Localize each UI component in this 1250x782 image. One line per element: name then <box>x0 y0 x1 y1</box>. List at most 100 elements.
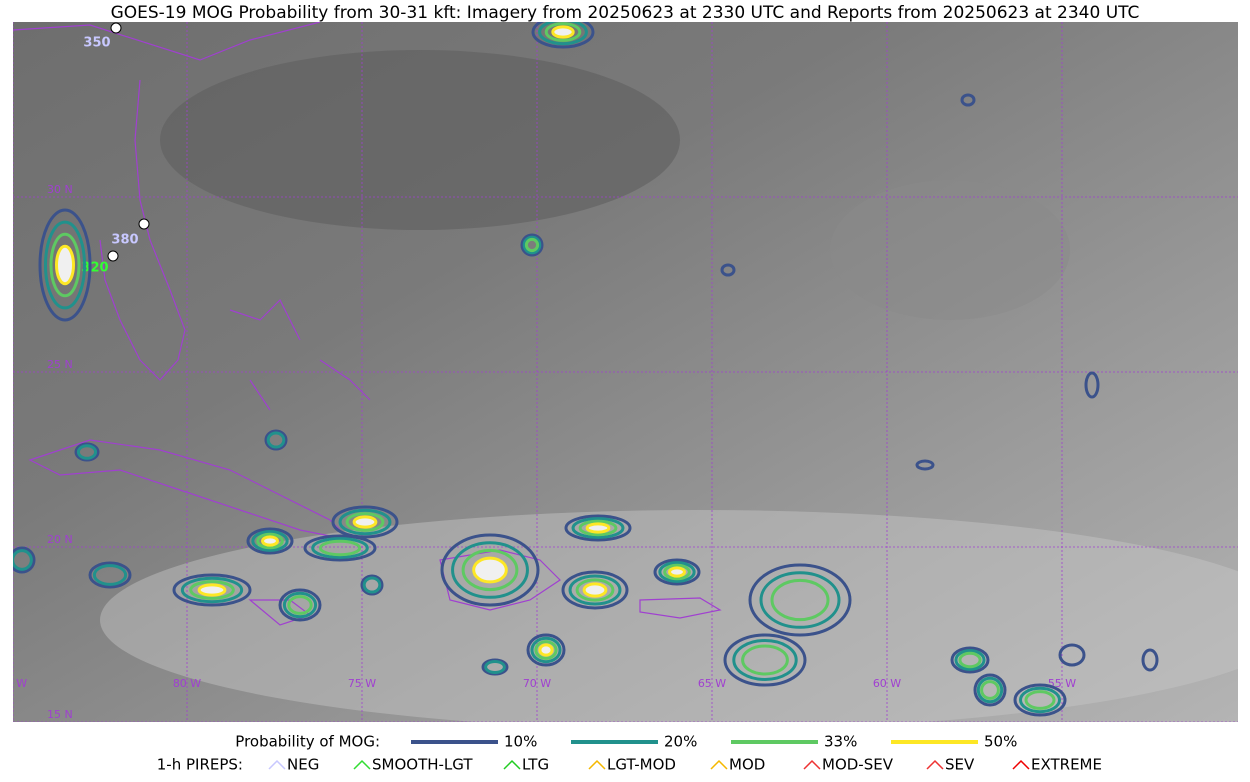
contour <box>13 549 33 571</box>
pirep-label: 350 <box>83 36 110 51</box>
contour <box>759 571 841 629</box>
contour <box>360 574 384 596</box>
pirep-legend-label: MOD <box>729 756 765 774</box>
contour <box>526 633 566 667</box>
contour <box>770 578 830 622</box>
contour <box>246 527 294 555</box>
lat-label: 25 N <box>47 358 73 371</box>
contour <box>520 233 544 257</box>
contour <box>568 574 622 606</box>
lon-label: 65 W <box>698 677 726 690</box>
legend-label: 50% <box>984 733 1017 751</box>
contour <box>472 556 508 584</box>
contour <box>980 680 1000 700</box>
map: 30 N 25 N 20 N 15 N 85 W 80 W 75 W 70 W 65 W 60 W… <box>0 22 1238 722</box>
pirep-legend-label: NEG <box>287 756 319 774</box>
lon-label: 85 W <box>0 677 27 690</box>
contour <box>578 519 618 537</box>
cloud-swirl <box>830 180 1070 320</box>
contour <box>1058 643 1086 667</box>
contour <box>976 676 1004 704</box>
contour <box>440 533 540 607</box>
contour <box>261 535 279 547</box>
contour <box>352 515 378 529</box>
lon-label: 60 W <box>873 677 901 690</box>
contour <box>958 651 982 669</box>
contour <box>575 578 615 602</box>
contour <box>318 539 362 557</box>
contour <box>668 566 686 578</box>
contour <box>915 459 935 471</box>
contour <box>55 244 75 286</box>
pirep-legend-icon <box>1012 759 1030 770</box>
contour <box>251 530 289 552</box>
contour <box>1013 683 1067 717</box>
pirep-legend-label: SEV <box>945 756 975 774</box>
pirep-label: 320 <box>81 261 108 276</box>
contour <box>538 22 588 46</box>
contour <box>741 644 789 676</box>
contour <box>531 22 595 49</box>
contour <box>653 558 701 586</box>
contour <box>524 237 540 253</box>
lat-label: 15 N <box>47 708 73 721</box>
contour <box>973 673 1007 707</box>
contour <box>561 570 629 610</box>
contour <box>282 591 318 619</box>
contour <box>1141 648 1159 672</box>
contour <box>180 576 244 604</box>
contour <box>92 564 128 586</box>
contour <box>49 232 81 298</box>
contour <box>954 649 986 671</box>
contour <box>74 442 100 462</box>
contour <box>13 546 36 574</box>
pirep-legend-label: EXTREME <box>1031 756 1102 774</box>
contour <box>172 573 252 607</box>
coastline <box>13 22 321 381</box>
contour <box>481 658 509 676</box>
pirep-legend-label: LGT-MOD <box>607 756 676 774</box>
contour <box>658 561 696 583</box>
contour <box>530 636 562 664</box>
lat-label: 30 N <box>47 183 73 196</box>
contour <box>732 639 798 681</box>
contour <box>564 514 632 542</box>
pirep-legend-label: LTG <box>522 756 549 774</box>
contour <box>38 208 92 322</box>
contour <box>663 563 691 581</box>
contour <box>950 646 990 674</box>
contour <box>1084 371 1100 399</box>
contour <box>461 548 519 592</box>
title: GOES-19 MOG Probability from 30-31 kft: … <box>111 3 1140 23</box>
pirep-icon <box>110 22 122 34</box>
dry-area <box>160 50 680 230</box>
contour <box>331 505 399 539</box>
pirep-legend-title: 1-h PIREPS: <box>157 756 243 774</box>
contour <box>451 541 529 599</box>
contour <box>266 431 286 449</box>
contour <box>362 576 382 594</box>
contour <box>311 537 369 559</box>
lon-label: 80 W <box>173 677 201 690</box>
contour <box>338 508 392 536</box>
contour <box>303 534 377 562</box>
contour <box>748 563 852 637</box>
contour <box>197 583 227 597</box>
contour <box>264 429 288 451</box>
contour <box>1019 686 1061 714</box>
contour <box>189 580 235 600</box>
contour <box>278 588 322 622</box>
lon-label: 75 W <box>348 677 376 690</box>
contour <box>720 263 736 277</box>
contour <box>345 512 385 532</box>
contour <box>44 220 86 310</box>
coastline-bahamas <box>229 298 371 411</box>
pirep-legend-label: MOD-SEV <box>822 756 894 774</box>
pirep-icon <box>107 250 119 262</box>
contour <box>585 522 611 534</box>
contour <box>484 660 506 674</box>
pirep-legend-icon <box>803 759 821 770</box>
lat-label: 20 N <box>47 533 73 546</box>
contour <box>534 640 558 660</box>
